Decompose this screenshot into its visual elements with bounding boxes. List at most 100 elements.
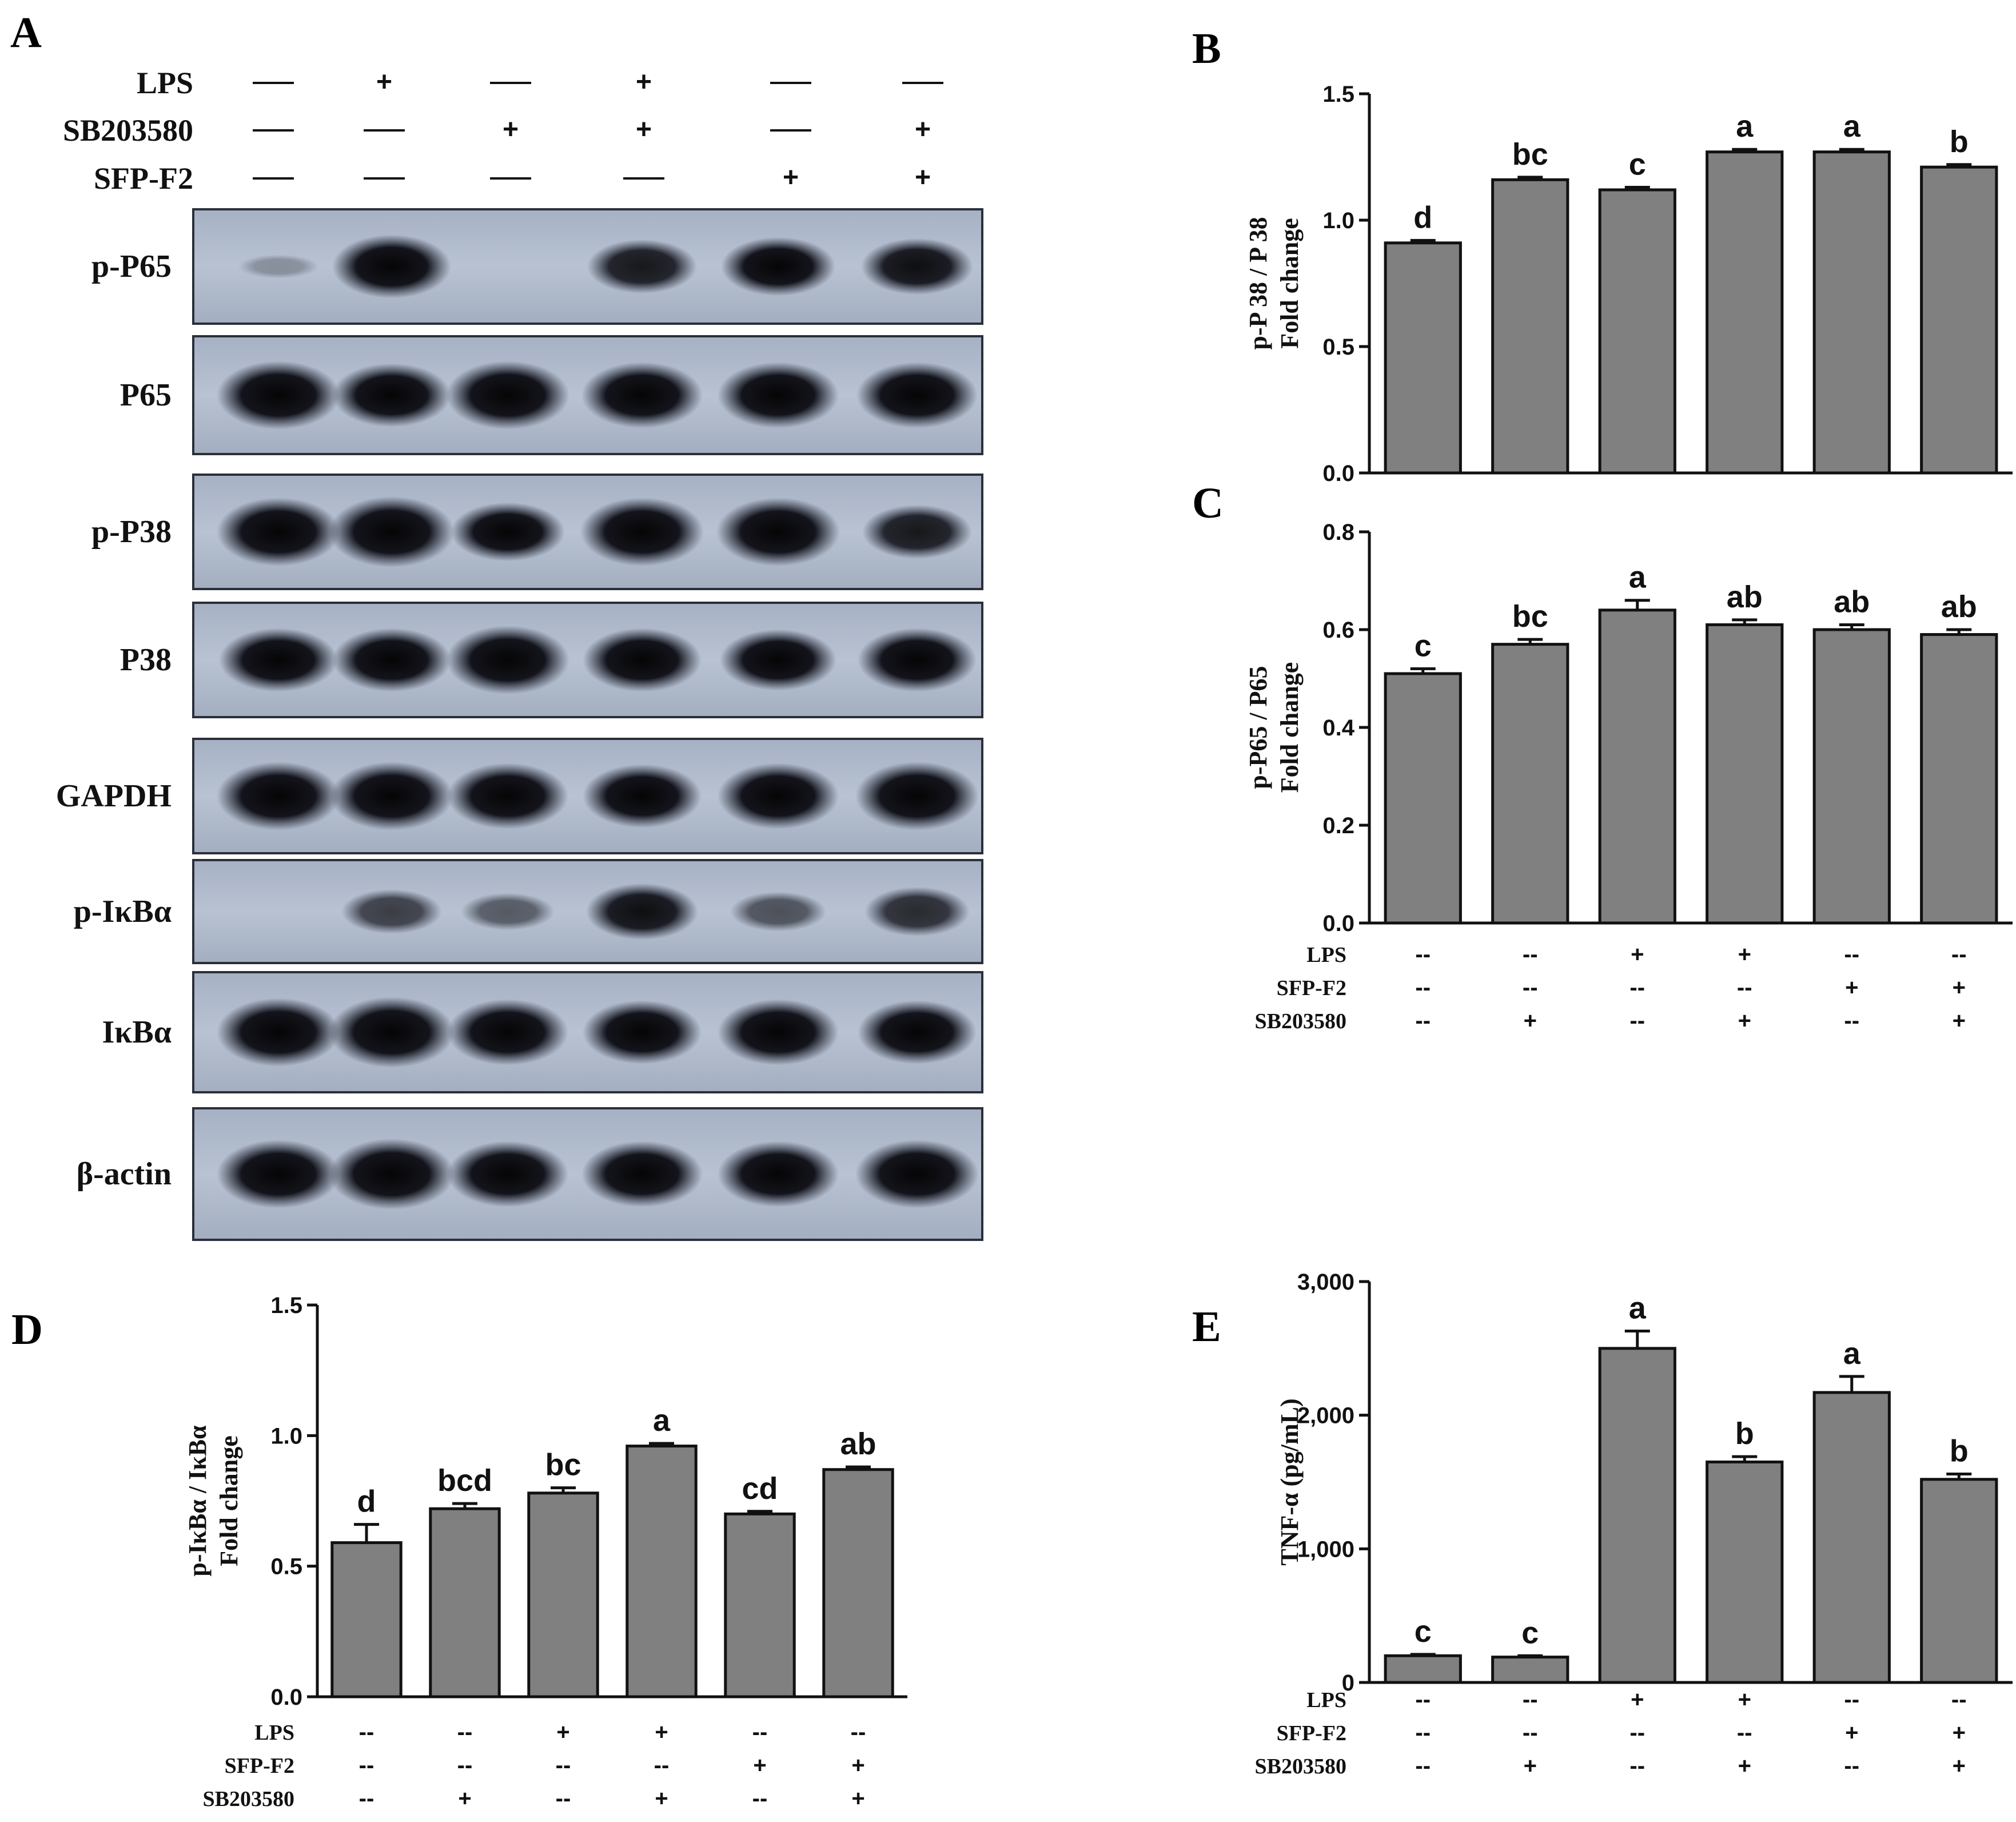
condition-row-value: -- bbox=[1844, 1753, 1859, 1779]
condition-row-label: SB203580 bbox=[203, 1787, 294, 1811]
condition-row-value: + bbox=[1953, 1720, 1966, 1745]
condition-plus: + bbox=[636, 67, 652, 97]
blot-band bbox=[720, 629, 836, 691]
blot-band bbox=[451, 502, 565, 562]
bar bbox=[822, 1468, 894, 1698]
condition-row-value: -- bbox=[752, 1786, 768, 1811]
condition-row-value: + bbox=[1953, 1008, 1966, 1033]
blot-band bbox=[447, 763, 568, 829]
bar bbox=[1491, 178, 1569, 475]
y-tick-label: 3,000 bbox=[1297, 1270, 1354, 1295]
y-axis-title-2: Fold change bbox=[1276, 218, 1304, 349]
condition-row-label: LPS bbox=[1306, 943, 1346, 967]
condition-row-value: -- bbox=[1951, 1687, 1967, 1712]
condition-row-label: SB203580 bbox=[1255, 1009, 1346, 1033]
blot-strip bbox=[192, 1107, 983, 1241]
y-tick-label: 1.5 bbox=[1322, 82, 1354, 107]
condition-row-value: + bbox=[1524, 1008, 1537, 1033]
blot-band bbox=[219, 628, 338, 692]
condition-row-value: -- bbox=[1415, 1008, 1431, 1033]
condition-row-value: -- bbox=[359, 1753, 374, 1778]
y-axis-title-2: Fold change bbox=[1276, 662, 1304, 793]
condition-row-value: + bbox=[1738, 942, 1751, 967]
chart-b: B0.00.51.01.5p-P 38 / P 38 Fold changedbc… bbox=[1192, 25, 2013, 486]
condition-row-value: -- bbox=[457, 1720, 473, 1745]
blot-band bbox=[332, 628, 451, 692]
condition-row-value: -- bbox=[1415, 1687, 1431, 1712]
blot-band bbox=[855, 762, 979, 830]
significance-label: d bbox=[1413, 200, 1432, 234]
condition-row-value: + bbox=[1738, 1008, 1751, 1033]
western-blot-panel: A LPS + + SB203580 + + + SFP-F2 + + p-P65 P65 p-P38 P3… bbox=[10, 9, 983, 1241]
significance-label: bc bbox=[545, 1448, 581, 1482]
y-axis-title: TNF-α (pg/mL) bbox=[1276, 1398, 1304, 1565]
blot-band bbox=[586, 883, 698, 940]
chart-e: E 0 1,000 2,000 3,000 TNF-α (pg/mL) c c a b a b LPS -… bbox=[1192, 1270, 2013, 1779]
bar bbox=[1384, 241, 1462, 475]
significance-label: b bbox=[1950, 125, 1969, 159]
panel-letter: E bbox=[1192, 1303, 1221, 1351]
blot-membrane bbox=[192, 859, 983, 964]
blot-strip bbox=[192, 738, 983, 854]
bar bbox=[1598, 188, 1676, 475]
blot-band bbox=[217, 998, 340, 1067]
condition-row-value: -- bbox=[1523, 975, 1538, 1000]
condition-plus: + bbox=[915, 114, 931, 145]
blot-band bbox=[858, 1000, 977, 1064]
condition-row-value: + bbox=[1953, 1753, 1966, 1779]
condition-label: SFP-F2 bbox=[94, 161, 193, 196]
blot-label: P65 bbox=[120, 377, 172, 413]
blot-strip bbox=[192, 602, 983, 718]
condition-row-value: -- bbox=[1629, 1753, 1645, 1779]
blot-band bbox=[718, 763, 839, 829]
blot-band bbox=[587, 239, 697, 294]
bar bbox=[1491, 643, 1569, 925]
condition-row-value: + bbox=[1953, 975, 1966, 1000]
significance-label: a bbox=[1736, 109, 1754, 144]
significance-label: bc bbox=[1512, 599, 1548, 634]
condition-row-value: + bbox=[1631, 1687, 1644, 1712]
significance-label: c bbox=[1521, 1616, 1539, 1650]
condition-row-value: -- bbox=[556, 1753, 571, 1778]
y-tick-label: 1.5 bbox=[270, 1293, 302, 1318]
blot-band bbox=[461, 893, 555, 930]
condition-row-value: -- bbox=[1415, 942, 1431, 967]
bar bbox=[1384, 1654, 1462, 1684]
condition-row-label: SB203580 bbox=[1255, 1755, 1346, 1779]
condition-row-value: -- bbox=[1523, 1720, 1538, 1745]
condition-plus: + bbox=[915, 162, 931, 193]
blot-band bbox=[217, 498, 340, 566]
blot-band bbox=[238, 254, 319, 279]
blot-label: p-P38 bbox=[91, 514, 172, 550]
chart-d: D 0.0 0.5 1.0 1.5 p-IκBα / IκBα Fold change d bc… bbox=[11, 1293, 907, 1811]
blot-strip bbox=[192, 335, 983, 455]
condition-row-value: -- bbox=[1844, 1687, 1859, 1712]
bar bbox=[1598, 608, 1676, 925]
bar bbox=[724, 1512, 796, 1698]
bar bbox=[1920, 633, 1998, 925]
blot-band bbox=[447, 1141, 568, 1207]
blot-band bbox=[730, 892, 826, 932]
condition-row-value: + bbox=[851, 1786, 864, 1811]
y-tick-label: 1.0 bbox=[1322, 208, 1354, 233]
condition-row-value: + bbox=[1845, 975, 1858, 1000]
blot-label: IκBα bbox=[102, 1015, 172, 1050]
significance-label: c bbox=[1415, 628, 1432, 663]
blot-band bbox=[855, 1140, 979, 1208]
bar bbox=[1920, 1478, 1998, 1684]
blot-band bbox=[718, 999, 839, 1065]
significance-label: a bbox=[1629, 560, 1647, 595]
bar bbox=[1384, 672, 1462, 925]
blot-band bbox=[583, 628, 702, 692]
bar bbox=[1706, 623, 1784, 925]
bar bbox=[1491, 1656, 1569, 1684]
blot-label: P38 bbox=[120, 642, 172, 678]
condition-row-value: -- bbox=[1629, 1008, 1645, 1033]
condition-row-value: -- bbox=[1523, 942, 1538, 967]
chart-c: C 0.0 0.2 0.4 0.6 0.8 p-P65 / P65 Fold change c b… bbox=[1192, 479, 2013, 1033]
panel-letter: C bbox=[1192, 479, 1224, 527]
condition-row-value: -- bbox=[1629, 1720, 1645, 1745]
y-tick-label: 0.0 bbox=[270, 1685, 302, 1710]
blot-band bbox=[862, 504, 972, 559]
condition-row-value: -- bbox=[1415, 1753, 1431, 1779]
